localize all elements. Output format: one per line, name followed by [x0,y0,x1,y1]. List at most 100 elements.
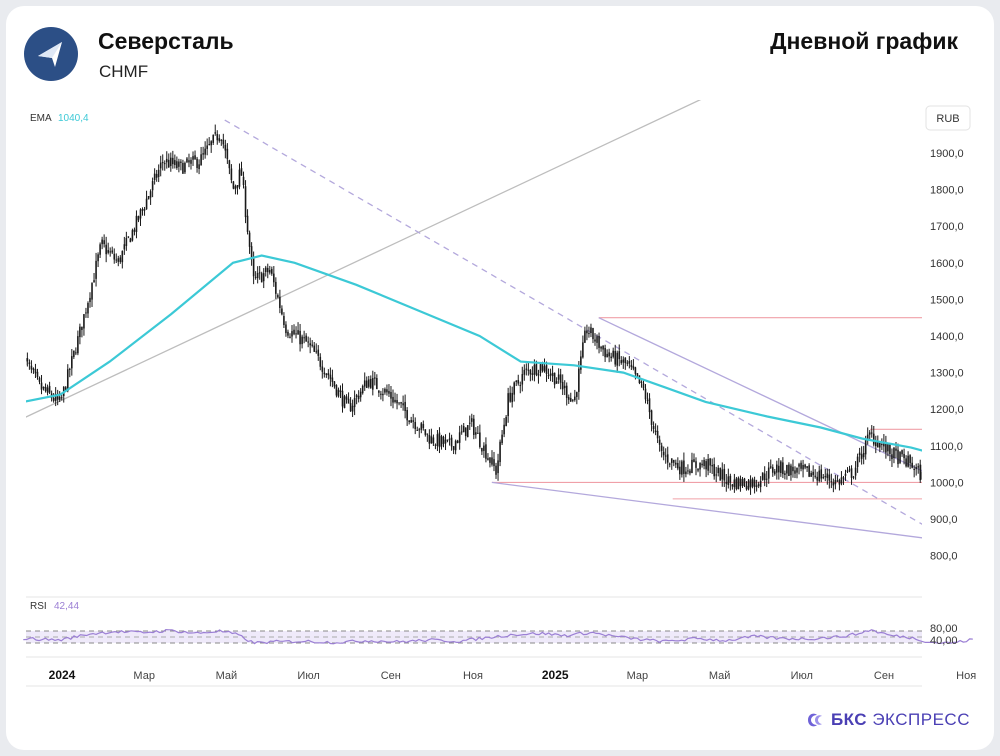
candle-body [450,437,453,447]
candle-body [170,157,172,167]
candle-body [359,391,362,398]
candle-body [549,373,552,376]
candle-body [885,441,887,453]
candle-body [468,422,471,424]
candle-body [303,337,305,339]
candle-body [862,453,865,458]
candle-body [123,244,126,250]
candle-body [850,468,853,478]
candle-body [565,385,568,398]
candle-body [932,491,934,493]
candle-body [822,476,825,478]
candle-body [594,339,596,342]
candle-body [277,295,279,298]
candle-body [40,382,43,390]
chart-title: Дневной график [770,28,958,54]
candle-body [650,410,653,425]
candle-body [636,373,639,376]
candle-body [446,439,449,441]
candle-body [331,377,334,382]
candle-body [337,389,340,397]
candle-body [190,159,192,164]
candle-body [32,368,35,370]
candle-body [493,459,495,467]
candle-body [905,458,907,467]
candle-body [353,397,356,408]
candle-body [479,432,481,448]
candle-body [52,397,55,401]
candle-body [454,440,457,451]
candle-body [578,368,580,392]
candle-body [826,473,829,479]
candle-body [400,402,402,404]
candle-body [830,481,833,483]
candle-body [533,364,536,375]
candle-body [584,330,586,343]
candle-body [711,464,713,467]
candle-body [420,423,423,430]
candle-body [662,451,665,456]
candle-body [751,478,754,487]
candle-body [481,448,483,452]
candle-body [525,368,528,370]
candle-body [428,435,431,444]
candle-body [210,141,213,146]
candle-body [475,432,477,435]
candle-body [923,472,925,484]
y-tick-label: 1000,0 [930,477,964,489]
candle-body [174,160,176,165]
candle-body [755,485,758,488]
candle-body [889,443,891,454]
candle-body [289,336,291,338]
candle-body [137,216,140,221]
candle-body [470,418,473,422]
y-tick-label: 1100,0 [930,441,963,453]
candle-body [824,476,827,478]
candle-body [434,444,437,446]
candle-body [200,154,202,166]
candle-body [553,372,556,385]
candle-body [557,374,560,380]
candle-body [539,364,542,374]
candle-body [881,443,883,446]
candle-body [618,351,621,360]
candle-body [610,356,612,359]
candle-body [273,273,275,283]
candle-body [915,467,917,470]
candle-body [936,496,938,505]
company-name: Северсталь [98,28,234,54]
candle-body [543,366,546,372]
candle-body [424,429,427,435]
candle-body [89,297,91,303]
candle-body [258,272,261,274]
candle-body [266,267,269,273]
candle-body [159,162,162,169]
candle-body [436,434,439,446]
candle-body [642,383,645,389]
ema-line [26,254,922,452]
candle-body [509,392,511,402]
x-tick-label: Мар [133,670,155,682]
candle-body [765,478,768,480]
brand-bold: БКС [830,710,868,729]
candle-body [489,457,491,463]
candle-body [838,479,841,485]
candle-body [563,385,566,389]
candle-body [600,346,602,349]
candle-body [208,143,210,145]
candle-body [749,479,752,488]
candle-body [699,462,701,470]
candle-body [60,397,63,399]
candle-body [416,429,419,431]
candle-body [46,387,49,393]
candle-body [75,352,77,354]
y-tick-label: 1500,0 [930,294,964,306]
candle-body [161,162,164,164]
candle-body [224,144,227,151]
candle-body [186,158,188,163]
candle-body [279,296,281,308]
candle-body [456,440,459,444]
candle-body [271,268,273,274]
candle-body [172,157,174,165]
